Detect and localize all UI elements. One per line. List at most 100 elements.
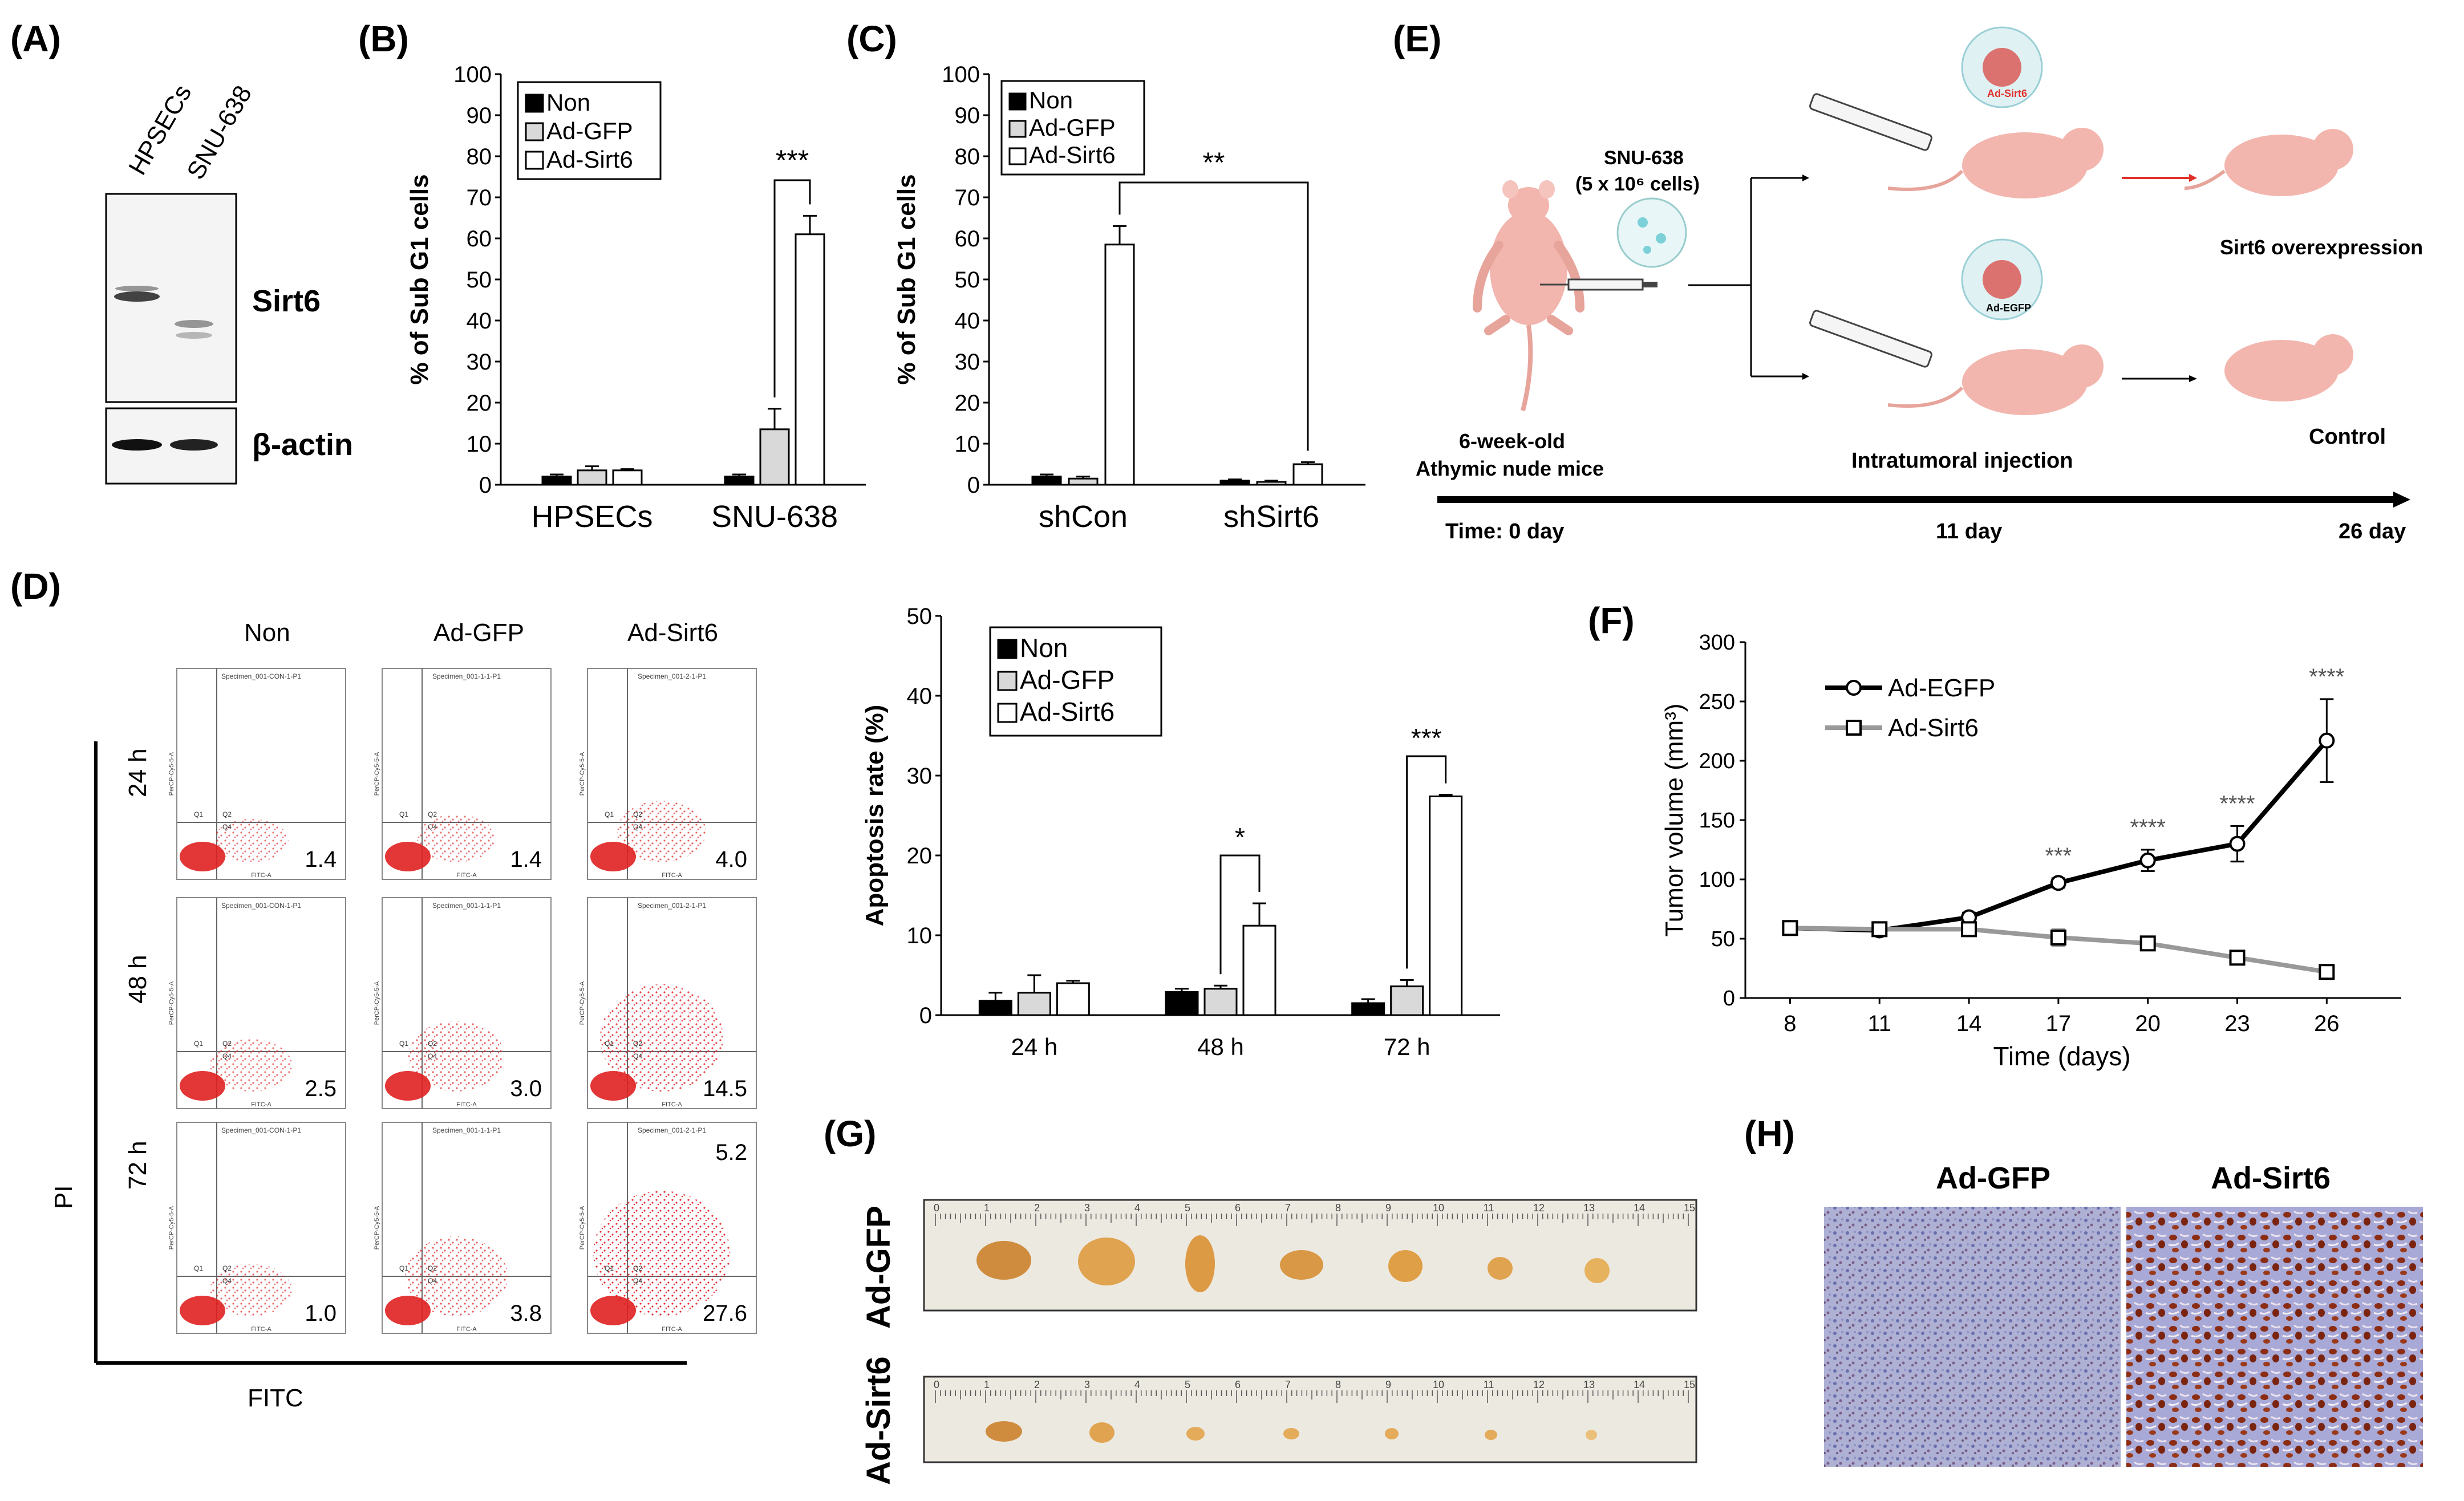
y-axis-label: Apoptosis rate (%) [861, 705, 889, 927]
flow-percentage: 4.0 [715, 847, 747, 872]
flow-small-ylabel: PerCP-Cy5-5-A [579, 981, 586, 1025]
y-tick-label: 100 [1699, 868, 1735, 892]
chart-f: 0 50 100 150 200 250 300 8 11 14 17 20 23 26 Time (day… [1660, 631, 2401, 1071]
outcome-bottom-label: Control [2309, 425, 2386, 449]
quadrant-label-q1: Q1 [194, 1040, 203, 1048]
legend-label: Ad-GFP [1029, 114, 1116, 141]
flow-percentage: 2.5 [305, 1076, 337, 1101]
ruler-number: 3 [1084, 1202, 1090, 1214]
data-point [2229, 950, 2246, 966]
mouse-standing [1473, 180, 1584, 411]
quadrant-label-q2: Q2 [222, 810, 232, 818]
ruler-number: 12 [1533, 1379, 1545, 1390]
legend-swatch [997, 671, 1018, 691]
bar-non [978, 1000, 1012, 1016]
flow-small-ylabel: PerCP-Cy5-5-A [168, 1206, 175, 1250]
ruler-number: 8 [1335, 1202, 1341, 1214]
flow-percentage: 1.0 [305, 1301, 337, 1326]
ruler-number: 5 [1185, 1202, 1190, 1214]
data-point [1871, 921, 1888, 938]
y-tick-label: 50 [907, 604, 933, 629]
y-tick-label: 20 [467, 391, 492, 416]
ihc-image-gfp [1824, 1207, 2121, 1467]
chart-b: 0 10 20 30 40 50 60 70 80 90 100 % of Sub G1 cells H… [406, 62, 866, 534]
chart-d-bar: 0 10 20 30 40 50 Apoptosis rate (%) 24 h 48 h 72 … [861, 604, 1500, 1060]
bar-ad-sirt6 [612, 469, 643, 486]
timeline-0: Time: 0 day [1445, 520, 1564, 543]
quadrant-label-q1: Q1 [399, 1264, 408, 1272]
quadrant-label-q1: Q1 [605, 1040, 614, 1048]
ruler-number: 15 [1684, 1202, 1695, 1214]
x-tick-label: 20 [2135, 1011, 2161, 1036]
flow-small-xlabel: FITC-A [251, 872, 271, 879]
flow-small-xlabel: FITC-A [251, 1101, 271, 1108]
y-tick-label: 100 [453, 62, 492, 87]
flow-row-72h: 72 h [124, 1141, 152, 1190]
bar-non [1219, 480, 1250, 486]
virus-top-label: Ad-Sirt6 [1987, 88, 2027, 99]
y-tick-label: 0 [1723, 987, 1735, 1011]
data-point [2229, 835, 2246, 852]
bar-ad-gfp [1017, 992, 1051, 1016]
specimen-label: Specimen_001-1-1-P1 [432, 1126, 501, 1134]
flow-row-48h: 48 h [124, 955, 152, 1004]
bar-ad-gfp [759, 428, 790, 486]
y-axis-label: Tumor volume (mm³) [1660, 703, 1688, 936]
ihc-images: Ad-GFP Ad-Sirt6 [1824, 1161, 2423, 1467]
x-tick-label: 11 [1867, 1011, 1891, 1036]
flow-percentage-upper: 5.2 [715, 1140, 747, 1165]
quadrant-label-q2: Q2 [633, 1040, 642, 1048]
quadrant-label-q2: Q2 [633, 810, 642, 818]
legend-swatch [997, 703, 1018, 723]
panel-label-h: (H) [1744, 1113, 1795, 1154]
flow-percentage: 27.6 [703, 1301, 747, 1326]
ruler-number: 7 [1285, 1202, 1291, 1214]
x-category-label: shCon [1039, 500, 1128, 534]
quadrant-label-q2: Q2 [222, 1264, 232, 1272]
panel-label-g: (G) [824, 1113, 876, 1154]
bar-non [1165, 991, 1199, 1016]
data-point [2139, 935, 2156, 952]
flow-row-24h: 24 h [124, 748, 152, 797]
significance-label: *** [776, 144, 809, 176]
flow-small-xlabel: FITC-A [662, 1326, 682, 1333]
ruler-number: 10 [1433, 1202, 1444, 1214]
y-tick-label: 60 [467, 226, 492, 251]
flow-percentage: 3.0 [510, 1076, 542, 1101]
legend-swatch [997, 639, 1018, 659]
ruler-number: 14 [1634, 1202, 1645, 1214]
virus-bottom-label: Ad-EGFP [1986, 302, 2031, 314]
ruler-number: 13 [1583, 1202, 1595, 1214]
cell-scatter [210, 1264, 292, 1316]
cell-scatter [408, 1021, 504, 1092]
x-tick-label: 26 [2314, 1011, 2340, 1036]
flow-small-ylabel: PerCP-Cy5-5-A [579, 752, 586, 796]
flow-small-ylabel: PerCP-Cy5-5-A [374, 752, 380, 796]
panel-label-e: (E) [1393, 18, 1441, 59]
specimen-label: Specimen_001-1-1-P1 [432, 902, 501, 910]
y-tick-label: 30 [955, 350, 980, 375]
mice-label-2: Athymic nude mice [1416, 457, 1604, 480]
schematic: SNU-638 (5 x 10⁶ cells) Ad-Sirt6 Sirt6 o… [1416, 26, 2423, 543]
y-tick-label: 80 [467, 144, 492, 169]
legend-swatch [1008, 92, 1027, 111]
specimen-label: Specimen_001-2-1-P1 [638, 902, 706, 910]
cell-scatter [405, 1236, 508, 1316]
cell-scatter [600, 984, 723, 1092]
bar-ad-sirt6 [1429, 795, 1463, 1016]
bar-ad-gfp [1256, 481, 1287, 486]
cell-cloud [180, 1071, 225, 1101]
y-tick-label: 200 [1699, 749, 1735, 773]
quadrant-label-q1: Q1 [605, 1264, 614, 1272]
quadrant-label-q1: Q1 [399, 1040, 408, 1048]
quadrant-label-q4: Q4 [428, 1052, 437, 1060]
cell-cloud [180, 1296, 225, 1325]
y-tick-label: 100 [942, 62, 980, 87]
legend-swatch [525, 151, 544, 170]
ruler-number: 14 [1634, 1379, 1645, 1390]
bar-non [724, 476, 755, 486]
flow-small-xlabel: FITC-A [456, 1101, 477, 1108]
cell-scatter [593, 1191, 730, 1316]
band-label-sirt6: Sirt6 [252, 284, 321, 318]
flow-xlabel: FITC [248, 1384, 303, 1412]
